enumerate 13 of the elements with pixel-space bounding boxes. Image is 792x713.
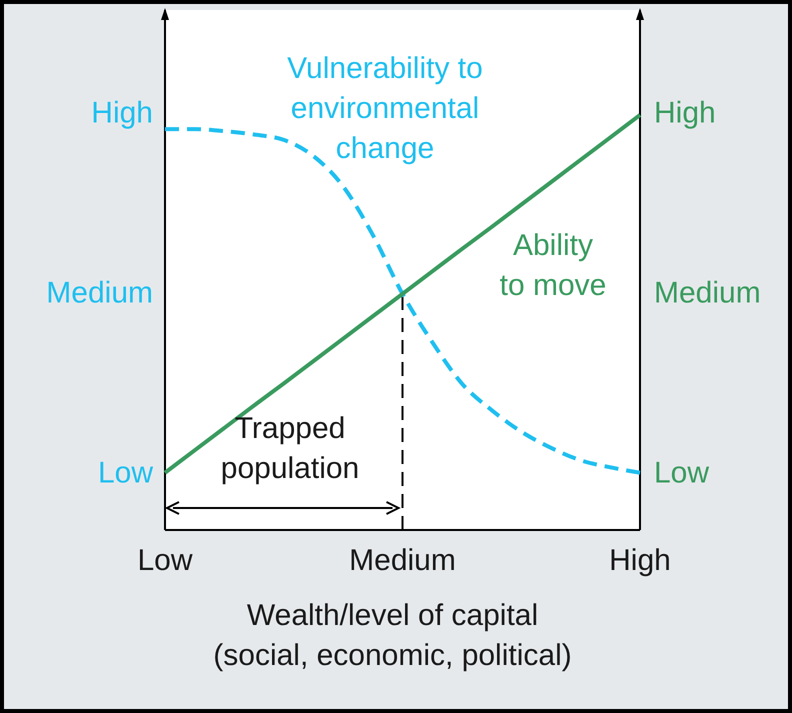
x-tick-label: High — [609, 544, 671, 577]
text: High — [654, 96, 716, 130]
x-tick-label: Medium — [349, 544, 456, 577]
x-axis-title: Wealth/level of capital (social, economic, political) — [213, 599, 572, 672]
series-label: Ability to move — [500, 229, 606, 302]
text: Low — [98, 456, 154, 490]
series-label: Vulnerability to environmental change — [287, 52, 483, 165]
text: Medium — [46, 276, 153, 310]
x-tick-label: Low — [137, 544, 193, 577]
annotation: Trapped population — [220, 412, 360, 485]
text: High — [91, 96, 153, 130]
text: Low — [654, 456, 710, 490]
text: Medium — [654, 276, 761, 310]
